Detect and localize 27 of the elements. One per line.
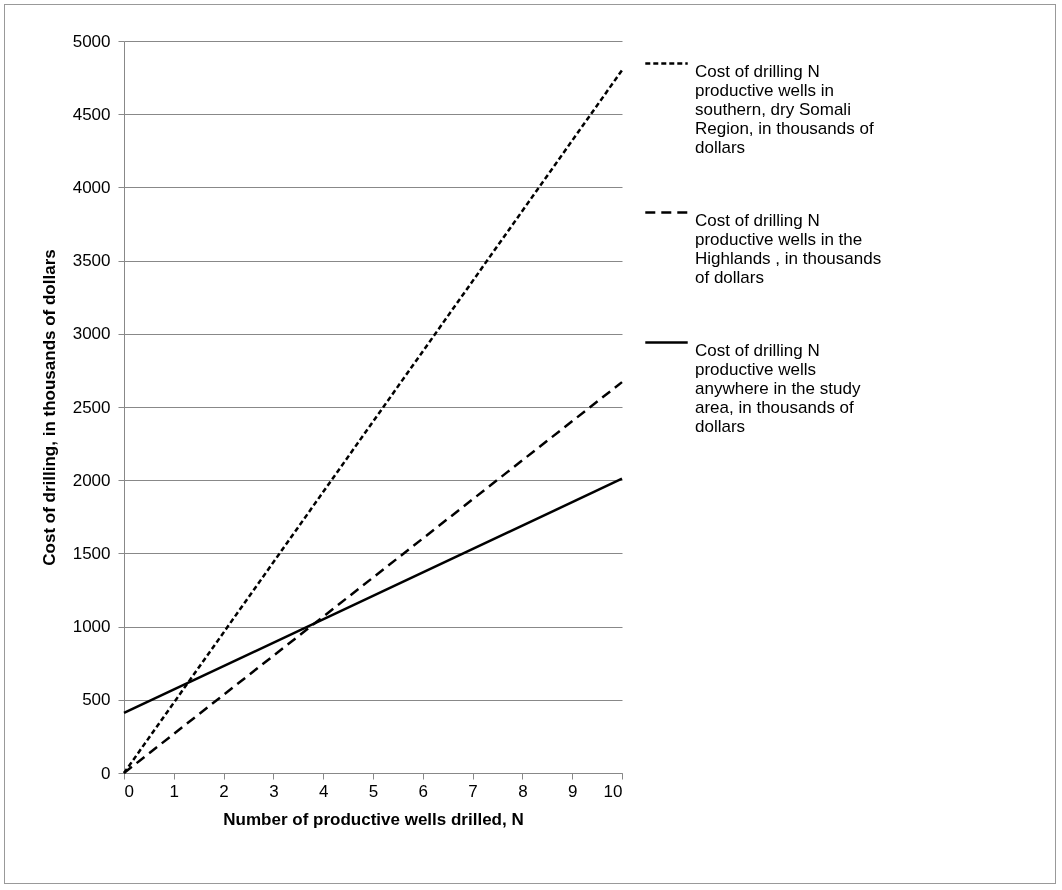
x-tick-label: 8 (518, 781, 528, 801)
y-axis-title: Cost of drilling, in thousands of dollars (39, 249, 59, 566)
y-tick-label: 3500 (72, 251, 111, 271)
x-tick-label: 4 (318, 781, 329, 801)
y-tick-label: 500 (82, 690, 111, 710)
x-tick-label: 1 (169, 781, 180, 801)
x-tick-label: 10 (603, 781, 623, 801)
x-axis-title: Number of productive wells drilled, N (223, 809, 524, 829)
x-tick-label: 7 (468, 781, 478, 801)
y-tick-label: 2500 (72, 397, 111, 417)
y-tick-label: 4500 (72, 104, 111, 124)
x-tick-label: 2 (219, 781, 229, 801)
legend-label: Cost of drilling N productive wells anywhere in the study area, in thousands of dollars (695, 340, 861, 436)
y-tick-label: 5000 (72, 31, 111, 51)
x-tick-label: 5 (368, 781, 379, 801)
y-tick-label: 1500 (72, 543, 111, 563)
legend-label: Cost of drilling N productive wells in southern, dry Somali Region, in thousands of dollars (695, 61, 874, 157)
y-tick-label: 1000 (72, 617, 111, 637)
x-tick-label: 3 (269, 781, 279, 801)
y-tick-label: 0 (101, 763, 111, 783)
x-tick-label: 6 (418, 781, 429, 801)
legend-label: Cost of drilling N productive wells in the Highlands , in thousands of dollars (695, 210, 882, 287)
y-tick-label: 3000 (72, 324, 111, 344)
x-tick-label: 0 (124, 781, 134, 801)
y-tick-label: 2000 (72, 470, 111, 490)
x-tick-label: 9 (567, 781, 578, 801)
y-tick-label: 4000 (72, 177, 111, 197)
